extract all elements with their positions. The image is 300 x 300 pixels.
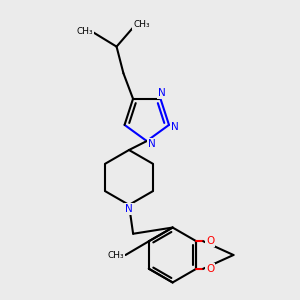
- Text: CH₃: CH₃: [77, 26, 94, 35]
- Text: N: N: [158, 88, 166, 98]
- Text: N: N: [125, 204, 133, 214]
- Text: O: O: [206, 264, 214, 274]
- Text: N: N: [148, 139, 156, 148]
- Text: CH₃: CH₃: [107, 251, 124, 260]
- Text: N: N: [171, 122, 179, 131]
- Text: O: O: [206, 236, 214, 246]
- Text: CH₃: CH₃: [133, 20, 150, 29]
